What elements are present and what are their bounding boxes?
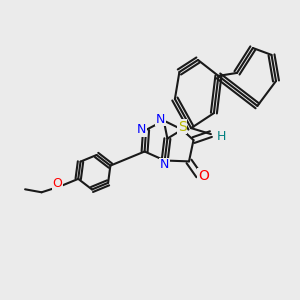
Text: O: O	[198, 169, 209, 182]
Text: O: O	[52, 177, 62, 190]
Text: N: N	[156, 112, 166, 126]
Text: N: N	[137, 123, 146, 136]
Text: H: H	[216, 130, 226, 143]
Text: N: N	[160, 158, 169, 172]
Text: S: S	[178, 120, 187, 134]
